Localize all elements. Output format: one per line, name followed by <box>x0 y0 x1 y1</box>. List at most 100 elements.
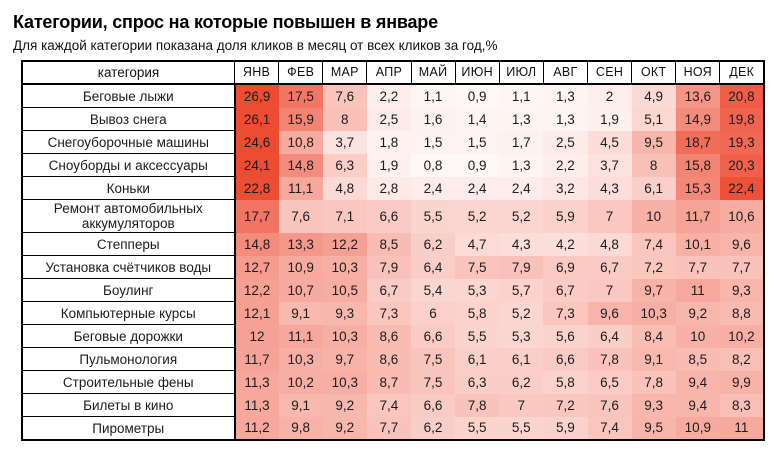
month-column-header: ОКТ <box>631 60 677 85</box>
value-cell: 9,2 <box>675 301 720 325</box>
value-cell: 0,8 <box>411 153 456 177</box>
value-cell: 6,6 <box>411 324 456 348</box>
value-cell: 11,7 <box>675 199 720 233</box>
value-cell: 5,5 <box>411 199 456 233</box>
table-row: Компьютерные курсы 12,1 9,1 9,3 7,3 6 5,8 5,2 7,… <box>21 301 764 325</box>
value-cell: 5,5 <box>455 324 500 348</box>
value-cell: 26,1 <box>234 107 279 131</box>
value-cell: 6,2 <box>411 416 456 440</box>
table-row: Боулинг 12,2 10,7 10,5 6,7 5,4 5,3 5,7 6,7 7 9,7 11… <box>21 278 764 302</box>
table-row: Пульмонология 11,7 10,3 9,7 8,6 7,5 6,1 6,1 6,6 7… <box>21 347 764 371</box>
category-cell: Вывоз снега <box>21 107 236 131</box>
value-cell: 6,6 <box>411 393 456 417</box>
value-cell: 10,1 <box>675 232 720 256</box>
category-cell: Билеты в кино <box>21 393 236 417</box>
value-cell: 11,1 <box>278 176 323 200</box>
value-cell: 8 <box>322 107 367 131</box>
value-cell: 2,5 <box>543 130 588 154</box>
value-cell: 6,5 <box>587 370 632 394</box>
value-cell: 15,8 <box>675 153 720 177</box>
category-cell: Пирометры <box>21 416 236 441</box>
value-cell: 6,7 <box>543 278 588 302</box>
value-cell: 3,2 <box>543 176 588 200</box>
value-cell: 19,8 <box>719 107 764 131</box>
value-cell: 6,3 <box>455 370 500 394</box>
table-header: категория ЯНВ ФЕВ МАР АПР МАЙ ИЮН ИЮЛ АВГ СЕН ОКТ Н… <box>21 60 765 85</box>
value-cell: 10,3 <box>631 301 676 325</box>
value-cell: 8,7 <box>366 370 411 394</box>
value-cell: 6,1 <box>455 347 500 371</box>
page-subtitle: Для каждой категории показана доля клико… <box>13 38 498 53</box>
value-cell: 5,3 <box>455 278 500 302</box>
value-cell: 11,2 <box>234 416 279 440</box>
heatmap-table: категория ЯНВ ФЕВ МАР АПР МАЙ ИЮН ИЮЛ АВГ СЕН ОКТ Н… <box>21 60 765 441</box>
value-cell: 12,2 <box>234 278 279 302</box>
value-cell: 17,5 <box>278 84 323 108</box>
value-cell: 9,1 <box>631 347 676 371</box>
value-cell: 7,8 <box>631 370 676 394</box>
value-cell: 9,3 <box>322 301 367 325</box>
value-cell: 1,3 <box>543 84 588 108</box>
value-cell: 1,7 <box>499 130 544 154</box>
value-cell: 12,1 <box>234 301 279 325</box>
value-cell: 1,1 <box>499 84 544 108</box>
value-cell: 8,6 <box>366 347 411 371</box>
category-cell: Боулинг <box>21 278 236 302</box>
value-cell: 6,2 <box>411 232 456 256</box>
value-cell: 9,3 <box>631 393 676 417</box>
value-cell: 9,9 <box>719 370 764 394</box>
value-cell: 15,9 <box>278 107 323 131</box>
value-cell: 4,8 <box>322 176 367 200</box>
value-cell: 6,7 <box>587 255 632 279</box>
value-cell: 11,7 <box>234 347 279 371</box>
month-column-header: МАЙ <box>410 60 456 85</box>
value-cell: 7,8 <box>455 393 500 417</box>
value-cell: 7 <box>499 393 544 417</box>
value-cell: 0,9 <box>455 84 500 108</box>
value-cell: 2 <box>587 84 632 108</box>
value-cell: 20,3 <box>719 153 764 177</box>
value-cell: 24,1 <box>234 153 279 177</box>
value-cell: 1,3 <box>499 153 544 177</box>
value-cell: 7,4 <box>366 393 411 417</box>
value-cell: 7,4 <box>631 232 676 256</box>
table-row: Беговые лыжи 26,9 17,5 7,6 2,2 1,1 0,9 1,1 1,3 2 4… <box>21 83 764 108</box>
value-cell: 12 <box>234 324 279 348</box>
category-cell: Беговые лыжи <box>21 83 236 108</box>
category-cell: Коньки <box>21 176 236 200</box>
table-row: Пирометры 11,2 9,8 9,2 7,7 6,2 5,5 5,5 5,9 7,4 9,5… <box>21 416 764 441</box>
value-cell: 10,3 <box>322 255 367 279</box>
value-cell: 13,3 <box>278 232 323 256</box>
value-cell: 19,3 <box>719 130 764 154</box>
table-row: Строительные фены 11,3 10,2 10,3 8,7 7,5 6,3 6,… <box>21 370 764 394</box>
value-cell: 5,1 <box>631 107 676 131</box>
value-cell: 4,8 <box>587 232 632 256</box>
value-cell: 14,8 <box>278 153 323 177</box>
category-column-header: категория <box>21 60 235 85</box>
value-cell: 8,2 <box>719 347 764 371</box>
value-cell: 6,9 <box>543 255 588 279</box>
value-cell: 5,5 <box>499 416 544 440</box>
value-cell: 6 <box>411 301 456 325</box>
value-cell: 5,5 <box>455 416 500 440</box>
value-cell: 26,9 <box>234 84 279 108</box>
value-cell: 7,3 <box>543 301 588 325</box>
value-cell: 1,4 <box>455 107 500 131</box>
value-cell: 1,5 <box>455 130 500 154</box>
value-cell: 22,4 <box>719 176 764 200</box>
value-cell: 0,9 <box>455 153 500 177</box>
value-cell: 6,1 <box>631 176 676 200</box>
value-cell: 7,7 <box>366 416 411 440</box>
value-cell: 5,7 <box>499 278 544 302</box>
value-cell: 4,5 <box>587 130 632 154</box>
month-column-header: МАР <box>322 60 368 85</box>
table-row: Вывоз снега 26,1 15,9 8 2,5 1,6 1,4 1,3 1,3 1,9 5,… <box>21 107 764 131</box>
category-cell: Компьютерные курсы <box>21 301 236 325</box>
value-cell: 8,8 <box>719 301 764 325</box>
value-cell: 2,2 <box>543 153 588 177</box>
page-title: Категории, спрос на которые повышен в ян… <box>13 12 438 32</box>
value-cell: 5,2 <box>499 199 544 233</box>
table-row: Билеты в кино 11,3 9,1 9,2 7,4 6,6 7,8 7 7,2 7,6 9… <box>21 393 764 417</box>
value-cell: 7,9 <box>366 255 411 279</box>
month-column-header: ФЕВ <box>278 60 324 85</box>
